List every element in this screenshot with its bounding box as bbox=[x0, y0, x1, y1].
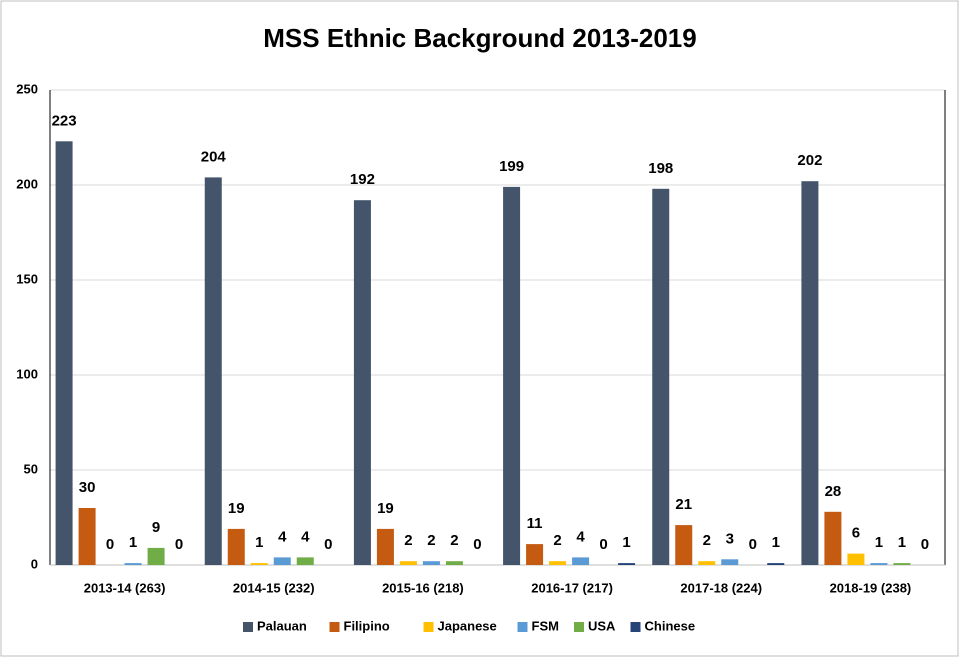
bar bbox=[526, 544, 544, 565]
y-tick-label: 150 bbox=[16, 271, 38, 286]
data-label: 21 bbox=[675, 496, 692, 513]
bar bbox=[767, 563, 785, 565]
x-tick-label: 2013-14 (263) bbox=[84, 580, 166, 595]
bar bbox=[801, 181, 819, 565]
bar bbox=[55, 141, 73, 566]
data-label: 3 bbox=[726, 530, 734, 547]
data-label: 4 bbox=[278, 528, 287, 545]
bar bbox=[721, 559, 739, 565]
y-tick-label: 0 bbox=[31, 556, 38, 571]
data-label: 0 bbox=[921, 536, 929, 553]
data-label: 1 bbox=[875, 534, 883, 551]
data-label: 28 bbox=[825, 483, 842, 500]
data-label: 0 bbox=[749, 536, 757, 553]
bar bbox=[273, 557, 291, 565]
bar bbox=[227, 528, 245, 565]
chart-title: MSS Ethnic Background 2013-2019 bbox=[263, 23, 696, 53]
data-label: 1 bbox=[622, 534, 630, 551]
legend-swatch bbox=[423, 622, 434, 632]
y-tick-label: 100 bbox=[16, 366, 38, 381]
x-tick-label: 2017-18 (224) bbox=[680, 580, 762, 595]
data-label: 2 bbox=[427, 532, 435, 549]
data-label: 9 bbox=[152, 519, 160, 536]
legend-label: FSM bbox=[532, 618, 559, 633]
bar bbox=[353, 200, 371, 565]
y-tick-label: 200 bbox=[16, 176, 38, 191]
data-label: 1 bbox=[255, 534, 263, 551]
bar bbox=[204, 177, 222, 565]
bar bbox=[147, 547, 165, 565]
bar bbox=[847, 553, 865, 565]
data-label: 202 bbox=[797, 152, 822, 169]
bar bbox=[296, 557, 314, 565]
legend-label: Filipino bbox=[344, 618, 390, 633]
bar bbox=[698, 561, 716, 565]
data-label: 204 bbox=[201, 148, 227, 165]
data-label: 0 bbox=[175, 536, 183, 553]
legend-swatch bbox=[329, 622, 340, 632]
data-label: 6 bbox=[852, 525, 860, 542]
bar bbox=[893, 563, 911, 565]
data-label: 19 bbox=[228, 500, 245, 517]
data-label: 4 bbox=[576, 528, 585, 545]
data-label: 30 bbox=[79, 479, 96, 496]
data-label: 1 bbox=[129, 534, 137, 551]
data-label: 192 bbox=[350, 171, 375, 188]
bar bbox=[376, 528, 394, 565]
data-label: 0 bbox=[599, 536, 607, 553]
data-label: 0 bbox=[324, 536, 332, 553]
bar bbox=[618, 563, 636, 565]
bar bbox=[675, 525, 693, 565]
bar bbox=[78, 508, 96, 565]
data-label: 0 bbox=[473, 536, 481, 553]
legend-label: Chinese bbox=[645, 618, 696, 633]
bar bbox=[399, 561, 417, 565]
data-label: 2 bbox=[553, 532, 561, 549]
x-tick-label: 2015-16 (218) bbox=[382, 580, 464, 595]
legend-swatch bbox=[630, 622, 641, 632]
x-tick-label: 2014-15 (232) bbox=[233, 580, 315, 595]
data-label: 11 bbox=[527, 515, 543, 532]
data-label: 2 bbox=[703, 532, 711, 549]
data-label: 19 bbox=[377, 500, 394, 517]
legend-label: Palauan bbox=[257, 618, 307, 633]
data-label: 199 bbox=[499, 158, 524, 175]
data-label: 0 bbox=[106, 536, 114, 553]
bar bbox=[572, 557, 590, 565]
data-label: 1 bbox=[898, 534, 906, 551]
bar bbox=[549, 561, 567, 565]
data-label: 4 bbox=[301, 528, 310, 545]
x-tick-label: 2016-17 (217) bbox=[531, 580, 613, 595]
legend-swatch bbox=[243, 622, 253, 632]
bar bbox=[870, 563, 888, 565]
bar bbox=[652, 188, 670, 566]
legend-label: USA bbox=[588, 618, 616, 633]
legend-swatch bbox=[517, 622, 528, 632]
x-tick-label: 2018-19 (238) bbox=[830, 580, 912, 595]
data-label: 198 bbox=[648, 160, 673, 177]
data-label: 2 bbox=[404, 532, 412, 549]
data-label: 2 bbox=[450, 532, 458, 549]
y-tick-label: 250 bbox=[16, 81, 38, 96]
bar bbox=[445, 561, 463, 565]
bar bbox=[124, 563, 142, 565]
y-tick-label: 50 bbox=[24, 461, 38, 476]
legend-label: Japanese bbox=[438, 618, 497, 633]
data-label: 223 bbox=[52, 112, 77, 129]
bar bbox=[824, 511, 842, 565]
bar bbox=[503, 186, 521, 565]
bar bbox=[422, 561, 440, 565]
data-label: 1 bbox=[772, 534, 780, 551]
bar bbox=[250, 563, 268, 565]
legend-swatch bbox=[574, 622, 584, 632]
